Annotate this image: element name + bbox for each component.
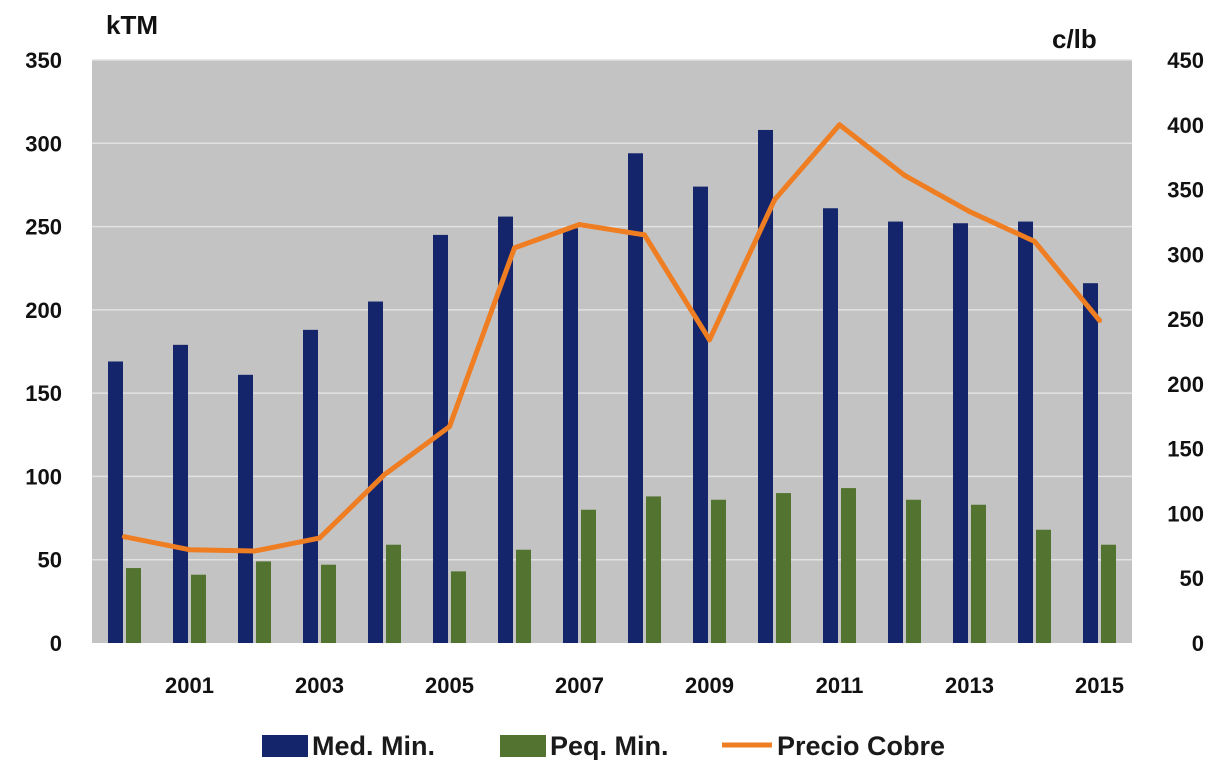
right-tick-label: 250 [1167, 307, 1204, 332]
gridlines [92, 59, 1132, 561]
left-tick-label: 150 [25, 381, 62, 406]
left-tick-label: 100 [25, 464, 62, 489]
bar-peq-min [711, 499, 726, 643]
bar-med-min [953, 223, 968, 644]
legend-label-med-min: Med. Min. [312, 731, 435, 760]
axes: 0 50 100 150 200 250 300 350 0 50 100 150 200 250 300 3… [25, 48, 1204, 698]
right-tick-label: 200 [1167, 372, 1204, 397]
bar-med-min [1083, 283, 1098, 643]
x-tick-label: 2015 [1075, 673, 1124, 698]
bar-med-min [173, 344, 188, 643]
bar-med-min [563, 228, 578, 644]
point-precio-cobre [967, 209, 972, 215]
point-precio-cobre [122, 534, 127, 540]
line-precio-cobre [122, 122, 1102, 554]
right-tick-label: 50 [1180, 566, 1204, 591]
point-precio-cobre [642, 232, 647, 238]
bar-peq-min [126, 568, 141, 643]
bar-peq-min [516, 549, 531, 643]
point-precio-cobre [317, 535, 322, 541]
bar-peq-min [646, 496, 661, 643]
right-tick-label: 400 [1167, 113, 1204, 138]
bar-med-min [693, 186, 708, 643]
bar-peq-min [1036, 529, 1051, 643]
point-precio-cobre [382, 472, 387, 478]
right-tick-label: 350 [1167, 178, 1204, 203]
left-tick-label: 250 [25, 215, 62, 240]
bar-med-min [888, 221, 903, 643]
bar-med-min [1018, 221, 1033, 643]
bar-peq-min [256, 561, 271, 643]
bar-peq-min [386, 544, 401, 643]
bar-peq-min [321, 564, 336, 643]
point-precio-cobre [187, 547, 192, 553]
x-tick-label: 2005 [425, 673, 474, 698]
x-tick-label: 2013 [945, 673, 994, 698]
x-tick-label: 2001 [165, 673, 214, 698]
point-precio-cobre [707, 337, 712, 343]
bar-peq-min [191, 574, 206, 643]
bar-peq-min [841, 488, 856, 643]
bar-med-min [368, 301, 383, 643]
bar-med-min [108, 361, 123, 643]
right-tick-label: 150 [1167, 437, 1204, 462]
point-precio-cobre [772, 197, 777, 203]
point-precio-cobre [447, 424, 452, 430]
point-precio-cobre [252, 548, 257, 554]
right-axis-unit: c/lb [1052, 24, 1097, 54]
left-tick-label: 200 [25, 298, 62, 323]
point-precio-cobre [1097, 317, 1102, 323]
left-tick-label: 50 [38, 548, 62, 573]
point-precio-cobre [1032, 238, 1037, 244]
x-tick-label: 2007 [555, 673, 604, 698]
right-tick-label: 100 [1167, 501, 1204, 526]
bar-peq-min [971, 504, 986, 643]
bar-med-min [433, 234, 448, 643]
right-tick-label: 450 [1167, 48, 1204, 73]
bar-med-min [628, 153, 643, 643]
left-tick-label: 0 [50, 631, 62, 656]
legend: Med. Min. Peq. Min. Precio Cobre [262, 731, 945, 761]
legend-label-precio-cobre: Precio Cobre [777, 731, 945, 760]
x-tick-label: 2003 [295, 673, 344, 698]
bar-med-min [498, 216, 513, 643]
point-precio-cobre [577, 222, 582, 228]
x-tick-label: 2011 [816, 673, 864, 698]
bar-peq-min [776, 493, 791, 643]
point-precio-cobre [512, 245, 517, 251]
price-line [122, 122, 1102, 554]
left-tick-label: 300 [25, 131, 62, 156]
left-axis-unit: kTM [106, 10, 158, 40]
legend-swatch-peq-min [500, 735, 546, 757]
right-tick-label: 300 [1167, 242, 1204, 267]
bar-peq-min [1101, 544, 1116, 643]
bar-peq-min [906, 499, 921, 643]
bar-med-min [303, 329, 318, 643]
right-tick-label: 0 [1192, 631, 1204, 656]
bar-med-min [823, 208, 838, 643]
bar-peq-min [451, 571, 466, 643]
bars [108, 129, 1116, 644]
bar-med-min [758, 129, 773, 643]
legend-swatch-med-min [262, 735, 308, 757]
legend-label-peq-min: Peq. Min. [550, 731, 669, 760]
point-precio-cobre [902, 172, 907, 178]
left-tick-label: 350 [25, 48, 62, 73]
bar-med-min [238, 374, 253, 643]
bar-peq-min [581, 509, 596, 643]
point-precio-cobre [837, 122, 842, 128]
x-tick-label: 2009 [685, 673, 734, 698]
